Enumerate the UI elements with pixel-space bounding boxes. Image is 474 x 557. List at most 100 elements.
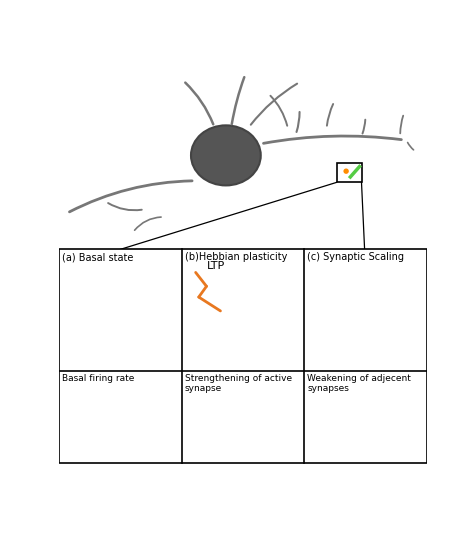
FancyBboxPatch shape — [378, 294, 386, 308]
Ellipse shape — [132, 278, 151, 296]
Ellipse shape — [90, 392, 101, 409]
Ellipse shape — [360, 279, 367, 286]
Ellipse shape — [90, 423, 101, 439]
Ellipse shape — [327, 393, 337, 408]
Bar — [315, 398, 328, 402]
Bar — [258, 296, 261, 306]
Ellipse shape — [237, 400, 247, 415]
Bar — [381, 296, 383, 306]
Ellipse shape — [380, 277, 398, 295]
Text: (b)Hebbian plasticity: (b)Hebbian plasticity — [185, 252, 287, 262]
FancyBboxPatch shape — [272, 294, 280, 308]
Ellipse shape — [322, 254, 408, 300]
Text: Strengthening of active
synapse: Strengthening of active synapse — [185, 374, 292, 393]
Polygon shape — [109, 292, 131, 302]
Ellipse shape — [106, 274, 113, 281]
Bar — [246, 406, 260, 410]
Ellipse shape — [234, 258, 252, 276]
Text: Weakening of adjecent
synapses: Weakening of adjecent synapses — [307, 374, 411, 393]
Ellipse shape — [352, 268, 370, 286]
Ellipse shape — [200, 254, 286, 300]
Ellipse shape — [311, 300, 419, 328]
Polygon shape — [232, 317, 254, 329]
Ellipse shape — [88, 267, 106, 285]
Ellipse shape — [221, 268, 240, 286]
Ellipse shape — [230, 273, 249, 292]
Polygon shape — [109, 317, 131, 329]
Ellipse shape — [182, 423, 194, 439]
Bar — [144, 296, 146, 306]
Bar — [75, 429, 90, 433]
Ellipse shape — [339, 257, 357, 275]
Ellipse shape — [343, 168, 349, 174]
Ellipse shape — [259, 269, 277, 287]
Polygon shape — [355, 292, 376, 302]
Ellipse shape — [328, 423, 340, 439]
Ellipse shape — [213, 423, 224, 439]
Ellipse shape — [95, 328, 146, 350]
Ellipse shape — [233, 263, 240, 270]
Ellipse shape — [189, 300, 297, 328]
FancyBboxPatch shape — [345, 294, 353, 308]
Ellipse shape — [249, 281, 256, 288]
Ellipse shape — [378, 402, 387, 414]
FancyBboxPatch shape — [222, 294, 231, 308]
FancyBboxPatch shape — [255, 294, 264, 308]
Bar — [196, 398, 211, 402]
Ellipse shape — [354, 273, 373, 292]
Ellipse shape — [91, 261, 110, 280]
Bar — [59, 250, 427, 463]
Ellipse shape — [358, 273, 365, 280]
Bar — [348, 296, 350, 306]
Ellipse shape — [243, 276, 262, 294]
Ellipse shape — [239, 263, 246, 271]
Text: (c) Synaptic Scaling: (c) Synaptic Scaling — [307, 252, 404, 262]
Ellipse shape — [358, 402, 367, 414]
Ellipse shape — [70, 303, 171, 320]
Ellipse shape — [193, 303, 293, 320]
Ellipse shape — [120, 279, 127, 286]
FancyBboxPatch shape — [116, 294, 125, 308]
Ellipse shape — [138, 284, 145, 290]
Bar — [225, 296, 228, 306]
Bar — [366, 406, 378, 409]
Text: (a) Basal state: (a) Basal state — [63, 252, 134, 262]
Bar — [337, 163, 362, 182]
Ellipse shape — [211, 275, 229, 293]
Ellipse shape — [305, 393, 315, 408]
Ellipse shape — [64, 423, 75, 439]
Ellipse shape — [385, 282, 392, 289]
Ellipse shape — [330, 268, 349, 286]
Text: Basal firing rate: Basal firing rate — [63, 374, 135, 383]
FancyBboxPatch shape — [92, 294, 100, 308]
Ellipse shape — [114, 273, 132, 291]
Bar — [125, 406, 141, 410]
Ellipse shape — [191, 125, 261, 185]
Bar — [242, 296, 244, 306]
Bar — [313, 429, 329, 433]
Ellipse shape — [185, 392, 196, 409]
Ellipse shape — [140, 399, 152, 417]
Ellipse shape — [315, 303, 416, 320]
FancyBboxPatch shape — [141, 294, 149, 308]
Ellipse shape — [222, 278, 241, 296]
Text: LTP: LTP — [207, 261, 226, 271]
Ellipse shape — [236, 279, 243, 286]
Bar — [119, 296, 122, 306]
Ellipse shape — [302, 423, 314, 439]
Ellipse shape — [340, 328, 391, 350]
Bar — [193, 429, 213, 433]
Bar — [274, 296, 277, 306]
Ellipse shape — [259, 400, 269, 415]
Bar — [209, 296, 211, 306]
Ellipse shape — [228, 258, 246, 276]
Ellipse shape — [336, 273, 343, 280]
Ellipse shape — [93, 272, 100, 279]
Bar — [75, 398, 90, 402]
Ellipse shape — [100, 268, 118, 287]
Ellipse shape — [78, 254, 164, 300]
Ellipse shape — [227, 274, 234, 281]
Bar — [95, 296, 97, 306]
Polygon shape — [232, 292, 254, 302]
Ellipse shape — [210, 392, 222, 409]
